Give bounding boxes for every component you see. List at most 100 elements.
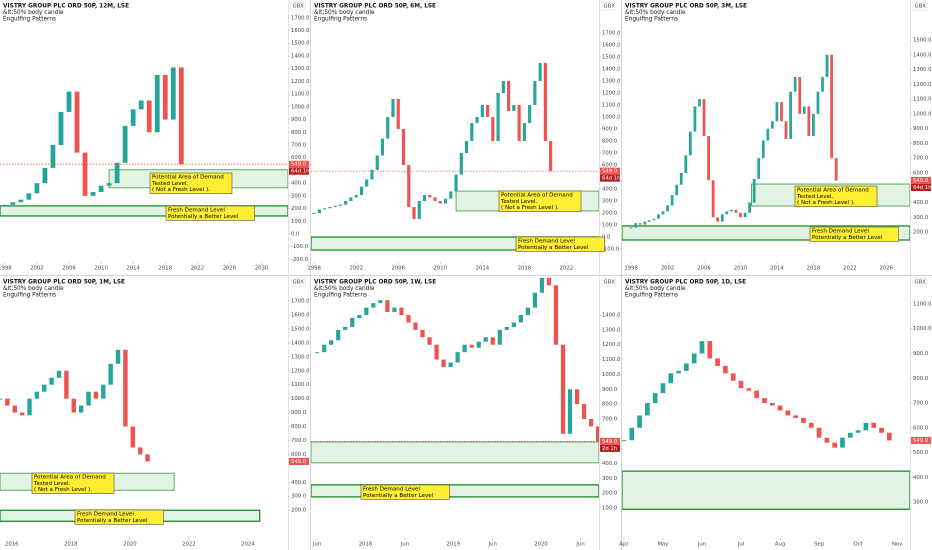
candle [49,377,54,385]
y-tick-label: 1500.0 [602,55,621,61]
chart-panel: 1700.0 1600.0 1500.0 1400.0 1300.0 1200.0 1100… [307,0,621,274]
candle [470,123,474,142]
candle [496,93,500,142]
y-tick-label: 900.0 [602,127,618,133]
candle [522,123,526,142]
price-tag-label: 549.0 [291,459,307,465]
candle [812,113,815,137]
y-tick-label: 200.0 [602,491,618,497]
candle [830,54,833,159]
candle [629,427,635,441]
candle [343,326,348,330]
annotation-box [498,190,582,212]
candle [2,204,8,206]
candle [879,427,884,433]
y-tick-label: 200.0 [291,508,307,514]
candle [761,140,765,159]
y-tick-label: 600.0 [913,170,929,176]
y-tick-label: 100.0 [291,219,307,225]
chart-title: VISTRY GROUP PLC ORD 50P, 1W, LSE [314,280,436,286]
candle [122,125,128,163]
candle [730,209,733,212]
candle [702,99,706,137]
candle [98,185,104,193]
annotation-text: Potential Area of Demand [34,475,106,481]
price-tag-label: 549.0 [913,438,929,444]
candle [661,211,665,215]
candle [427,337,432,345]
y-tick-label: 1100.0 [291,92,310,98]
y-tick-label: 400.0 [913,475,929,481]
chart-title: VISTRY GROUP PLC ORD 50P, 6M, LSE [314,4,436,10]
candle [385,300,390,313]
candle [720,214,724,222]
candle [66,91,72,112]
y-tick-label: 1500.0 [291,326,310,332]
x-tick-label: 2019 [447,542,460,548]
x-tick-label: 2006 [62,266,76,272]
price-tag [600,437,620,445]
indicator-name: &lt;50% body candle [314,286,375,292]
indicator-name: &lt;50% body candle [625,10,686,16]
candle [871,422,877,428]
candle [449,191,453,199]
y-tick-label: 1000.0 [913,111,932,117]
candle [322,344,327,353]
candle [42,167,48,184]
candle [652,218,656,221]
y-tick-label: 1300.0 [913,67,932,73]
candle [504,326,509,330]
candle [42,384,47,392]
countdown-tag [600,174,620,182]
annotation-text: Tested Level. [500,199,538,205]
x-tick-label: 2022 [182,542,195,548]
y-tick-label: 500.0 [913,450,929,456]
candle [480,105,484,118]
candle [757,158,761,179]
candle [130,426,135,448]
annotation-text: Potential Area of Demand [501,193,573,199]
candle [855,430,861,433]
candle [793,76,797,92]
countdown-tag [911,183,931,191]
candle [528,105,532,124]
unit-box [912,1,928,11]
y-tick-label: 900.0 [291,410,307,416]
x-tick-label: 2014 [476,266,490,272]
y-tick-label: 700.0 [913,401,929,407]
price-tag-label: 549.0 [913,178,929,184]
countdown-label: 64d 1h [913,185,932,191]
chart-panel: 1100.0 1000.0 900.0 800.0 700.0 600.0 500.0 400… [619,276,932,550]
x-tick-label: Aug [775,542,785,548]
candle [693,106,697,132]
y-tick-label: 700.0 [291,438,307,444]
x-tick-label: 2002 [30,266,43,272]
x-tick-label: Jul [737,542,744,548]
y-tick-label: 1000.0 [602,372,621,378]
y-tick-label: 1300.0 [602,79,621,85]
candle [448,362,453,367]
candle [483,337,488,342]
annotation-box [31,472,115,494]
candle [5,398,10,406]
candle [645,403,650,416]
chart-panel: 1700.0 1600.0 1500.0 1400.0 1300.0 1200.0 1100… [0,0,310,274]
unit-label: GBX [604,4,616,10]
chart-title: VISTRY GROUP PLC ORD 50P, 1M, LSE [3,280,125,286]
candle [746,388,752,391]
x-tick-label: 2016 [5,542,19,548]
candle [486,105,490,118]
candle [115,349,121,364]
candle [707,136,710,181]
y-tick-label: 300.0 [602,199,618,205]
candle [123,349,128,427]
candle [748,202,751,213]
candle [336,329,341,341]
candle [469,344,474,348]
candle [715,358,720,366]
y-tick-label: 1200.0 [291,368,310,374]
demand-zone [622,470,910,510]
candle [666,205,669,212]
candle [739,212,742,218]
y-tick-label: 600.0 [291,452,307,458]
